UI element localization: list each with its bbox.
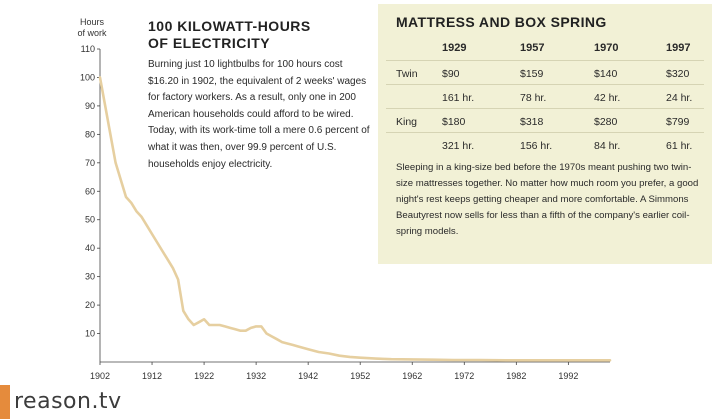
king-hours: 84 hr.	[594, 140, 621, 152]
king-hours: 61 hr.	[666, 140, 693, 152]
story-body: Burning just 10 lightbulbs for 100 hours…	[148, 59, 370, 170]
y-tick-label: 50	[85, 215, 95, 225]
x-tick-label: 1922	[194, 371, 214, 381]
x-tick-label: 1992	[558, 371, 578, 381]
year-header: 1957	[520, 42, 545, 54]
y-tick-label: 10	[85, 329, 95, 339]
story-title-line-2: OF ELECTRICITY	[148, 35, 271, 51]
x-tick-label: 1962	[402, 371, 422, 381]
x-tick-label: 1942	[298, 371, 318, 381]
row-divider	[386, 132, 704, 133]
y-tick-label: 40	[85, 243, 95, 253]
mattress-title: MATTRESS AND BOX SPRING	[396, 14, 607, 30]
y-tick-label: 20	[85, 300, 95, 310]
twin-hours: 42 hr.	[594, 92, 621, 104]
king-price: $280	[594, 116, 618, 128]
mattress-note: Sleeping in a king-size bed before the 1…	[396, 162, 699, 237]
series-line	[98, 76, 612, 362]
y-tick-label: 90	[85, 101, 95, 111]
king-hours: 156 hr.	[520, 140, 553, 152]
row-divider	[386, 60, 704, 61]
mattress-table: 1929 1957 1970 1997 Twin $90 $159 $140 $…	[378, 38, 712, 158]
row-divider	[386, 84, 704, 85]
year-header: 1929	[442, 42, 467, 54]
twin-price: $140	[594, 68, 618, 80]
story-title: 100 KILOWATT-HOURS OF ELECTRICITY	[148, 18, 358, 52]
row-divider	[386, 108, 704, 109]
y-tick-label: 30	[85, 272, 95, 282]
x-tick-label: 1972	[454, 371, 474, 381]
x-tick-label: 1912	[142, 371, 162, 381]
x-tick-label: 1902	[90, 371, 110, 381]
mattress-panel: MATTRESS AND BOX SPRING 1929 1957 1970 1…	[378, 4, 712, 264]
reason-tv-logo: reason.tv	[0, 385, 142, 419]
x-tick-label: 1932	[246, 371, 266, 381]
y-axis-title-line: of work	[77, 28, 107, 38]
logo-accent-bar	[0, 385, 10, 419]
year-header: 1970	[594, 42, 619, 54]
y-tick-label: 80	[85, 129, 95, 139]
row-label-king: King	[396, 116, 418, 128]
twin-hours: 78 hr.	[520, 92, 547, 104]
y-tick-label: 110	[81, 44, 95, 54]
king-price: $318	[520, 116, 544, 128]
king-hours: 321 hr.	[442, 140, 475, 152]
row-label-twin: Twin	[396, 68, 418, 80]
y-tick-label: 100	[80, 72, 95, 82]
y-tick-label: 60	[85, 186, 95, 196]
year-header: 1997	[666, 42, 691, 54]
king-price: $180	[442, 116, 466, 128]
x-tick-label: 1982	[506, 371, 526, 381]
king-price: $799	[666, 116, 690, 128]
y-tick-label: 70	[85, 158, 95, 168]
twin-price: $90	[442, 68, 460, 80]
twin-hours: 161 hr.	[442, 92, 475, 104]
y-axis-title-line: Hours	[80, 17, 105, 27]
x-tick-label: 1952	[350, 371, 370, 381]
twin-price: $320	[666, 68, 690, 80]
story-title-line-1: 100 KILOWATT-HOURS	[148, 18, 311, 34]
logo-text: reason.tv	[14, 389, 122, 414]
twin-hours: 24 hr.	[666, 92, 693, 104]
twin-price: $159	[520, 68, 544, 80]
